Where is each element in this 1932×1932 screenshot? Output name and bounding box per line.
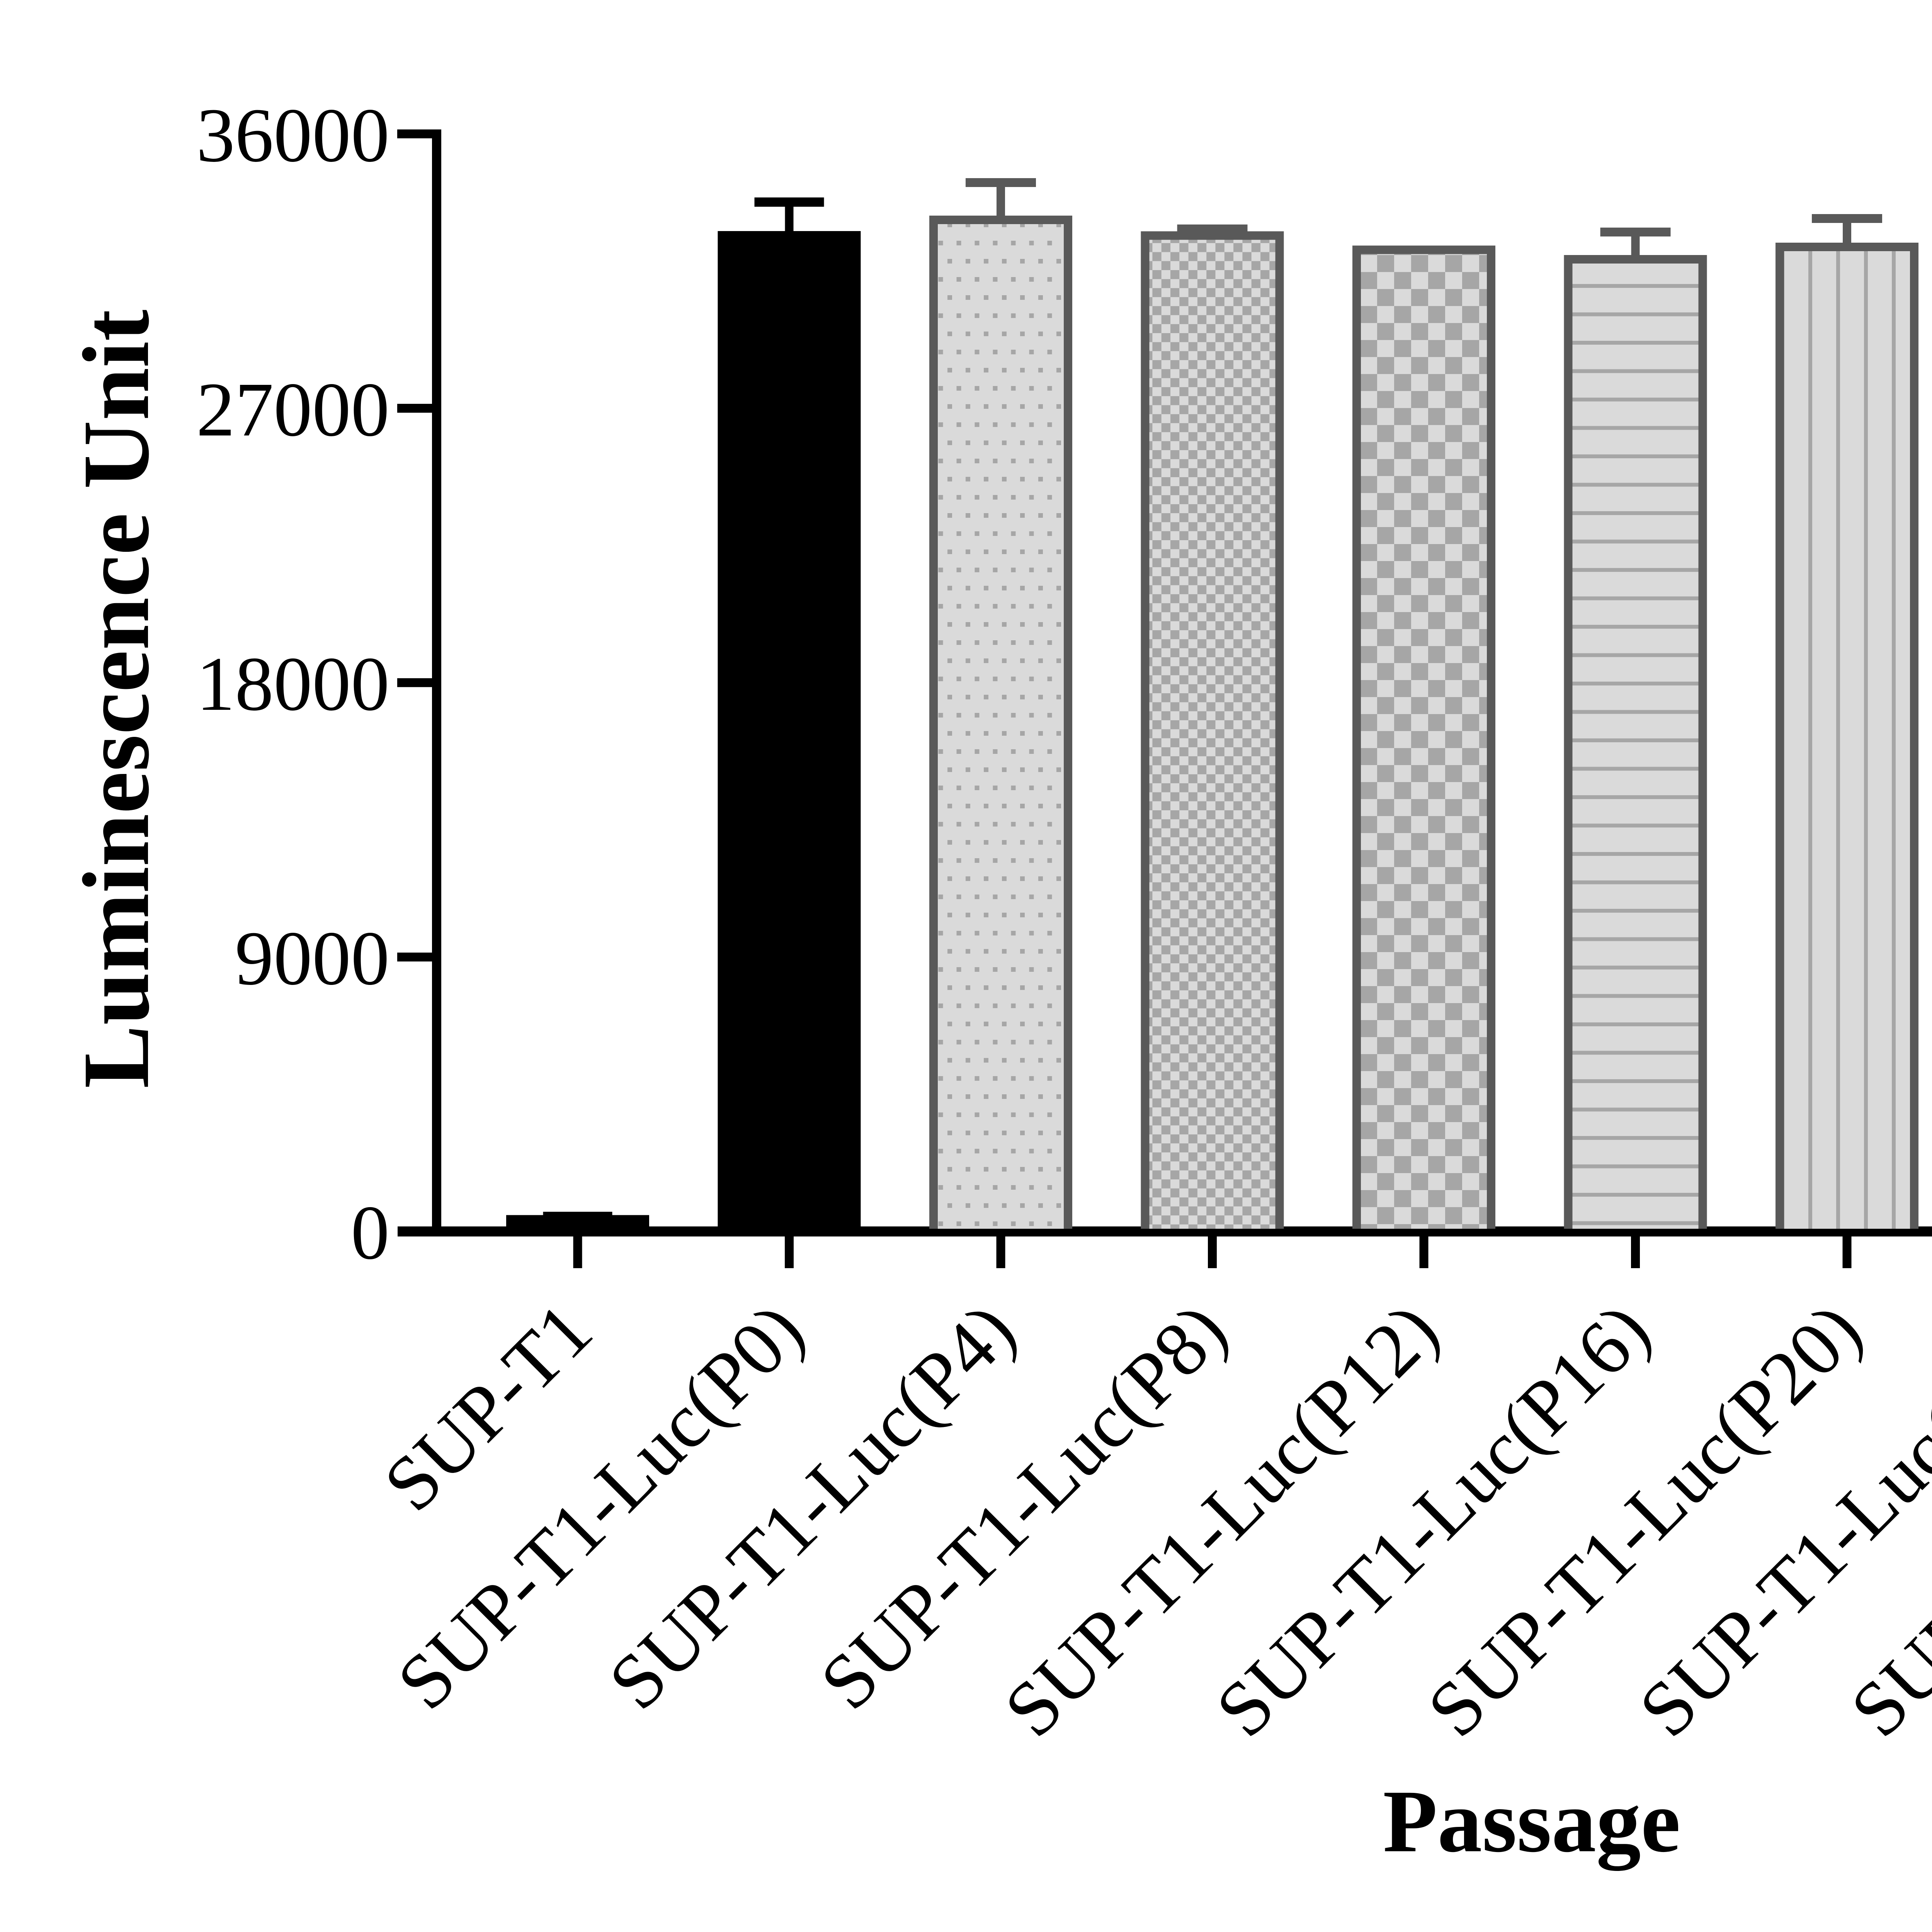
svg-text:Luminescence Unit: Luminescence Unit	[64, 310, 169, 1088]
svg-text:18000: 18000	[196, 641, 389, 727]
svg-text:Passage: Passage	[1383, 1772, 1680, 1871]
svg-text:36000: 36000	[196, 93, 389, 178]
svg-text:27000: 27000	[196, 367, 389, 452]
svg-text:9000: 9000	[235, 916, 389, 1001]
svg-text:0: 0	[351, 1190, 389, 1276]
